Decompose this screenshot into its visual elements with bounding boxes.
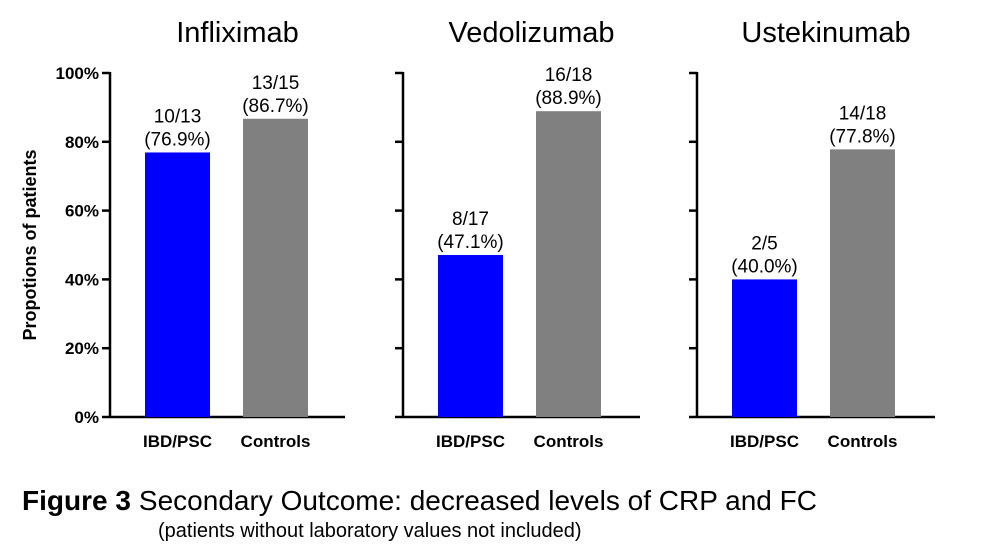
value-label: (76.9%) [144,129,211,150]
x-tick-label: IBD/PSC [436,432,505,451]
x-tick-label: Controls [828,432,898,451]
bar-fraction: 13/15 [252,73,300,94]
panel-title: Infliximab [176,17,299,49]
bar [243,118,308,417]
value-label: (86.7%) [242,96,309,117]
y-tick-label: 20% [65,339,99,358]
bar-fraction: 14/18 [839,103,887,124]
bar [438,254,503,417]
y-tick-label: 40% [65,270,99,289]
x-tick-label: IBD/PSC [730,432,799,451]
bar-fraction: 16/18 [545,65,593,86]
x-tick-label: Controls [241,432,311,451]
panel-title: Ustekinumab [741,17,910,49]
bar [145,152,210,418]
caption: Figure 3 Secondary Outcome: decreased lev… [22,485,817,516]
value-label: (88.9%) [535,88,602,109]
panel-title: Vedolizumab [448,17,614,49]
y-tick-label: 80% [65,133,99,152]
bar-fraction: 8/17 [452,209,489,230]
x-tick-label: Controls [534,432,604,451]
caption-label: Figure 3 [22,485,131,516]
bar [732,279,797,417]
value-label: (77.8%) [829,126,896,147]
x-tick-label: IBD/PSC [143,432,212,451]
bar [830,149,895,418]
caption-text: Secondary Outcome: decreased levels of C… [139,485,817,516]
y-tick-label: 100% [56,64,99,83]
y-tick-label: 0% [74,408,99,427]
y-tick-label: 60% [65,202,99,221]
value-label: (40.0%) [731,256,798,277]
caption-note: (patients without laboratory values not … [158,520,582,542]
value-label: (47.1%) [437,232,504,253]
y-axis-label: Propotions of patients [20,150,40,341]
bar [536,111,601,418]
bar-fraction: 10/13 [154,106,202,127]
bar-fraction: 2/5 [751,233,777,254]
